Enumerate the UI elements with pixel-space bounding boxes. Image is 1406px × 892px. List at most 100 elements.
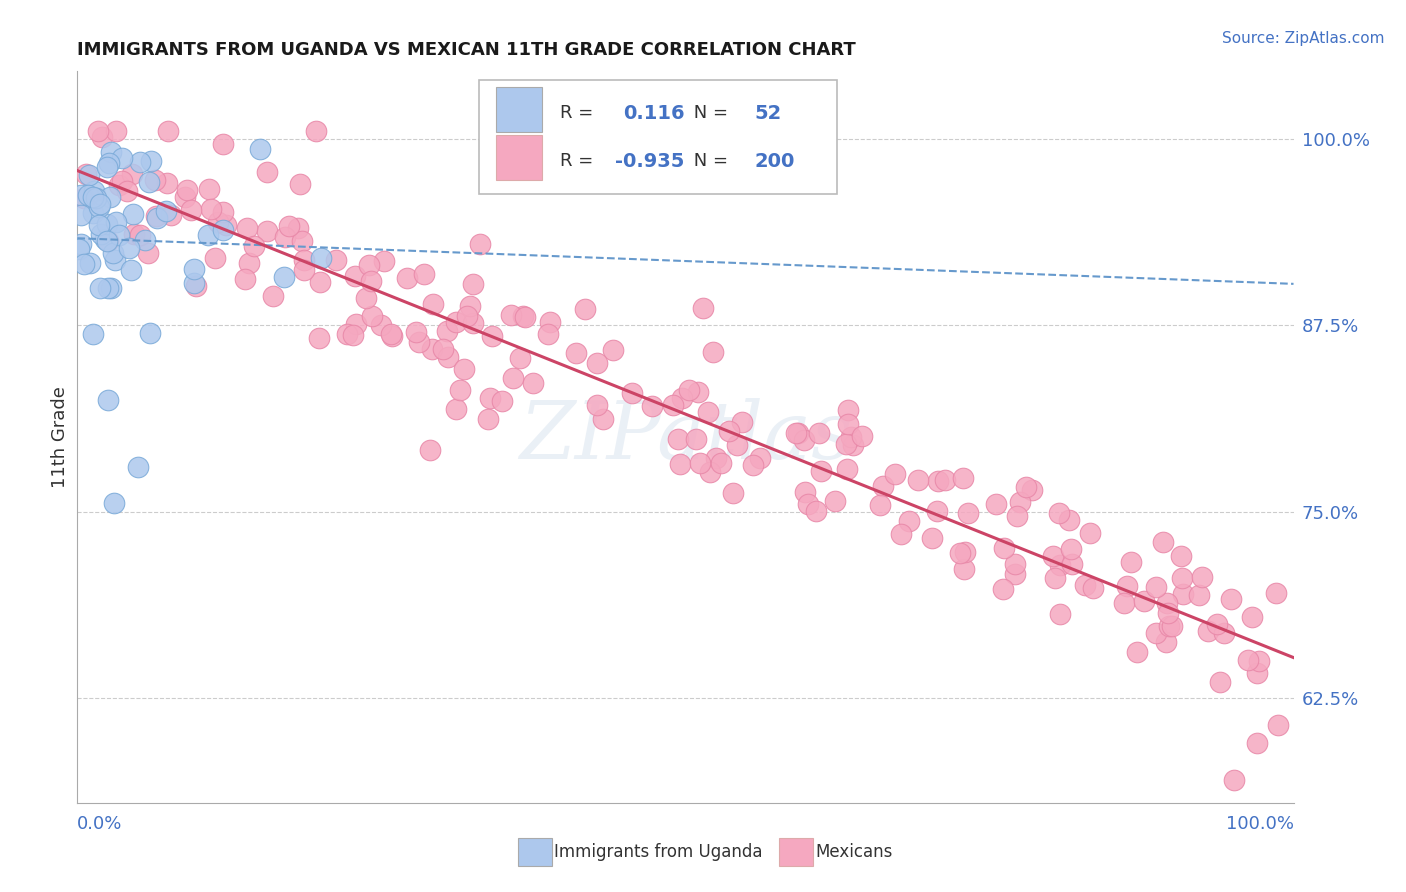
Text: R =: R = (560, 153, 599, 170)
FancyBboxPatch shape (478, 80, 838, 194)
Point (1047, 506, 1070, 520)
Point (262, 288, 284, 302)
Y-axis label: 11th Grade: 11th Grade (51, 386, 69, 488)
Point (89, 196, 111, 211)
Text: R =: R = (560, 104, 599, 122)
Point (156, 124, 179, 138)
Point (70, 188, 93, 202)
Point (956, 506, 979, 520)
Text: ZIPatlas: ZIPatlas (519, 399, 852, 475)
Point (83, 184, 105, 198)
Point (90, 227, 112, 241)
Point (538, 315, 561, 329)
Point (837, 417, 859, 431)
Point (212, 136, 235, 151)
Point (121, 167, 143, 181)
Point (1213, 625, 1236, 640)
Point (513, 310, 536, 324)
Text: Source: ZipAtlas.com: Source: ZipAtlas.com (1222, 31, 1385, 46)
Point (184, 278, 207, 293)
Point (1078, 526, 1101, 541)
Point (105, 215, 128, 229)
Point (723, 486, 745, 500)
Point (1008, 495, 1031, 509)
Point (97, 392, 120, 407)
Point (1126, 645, 1149, 659)
Point (342, 327, 364, 342)
Point (1191, 570, 1213, 584)
Point (432, 342, 454, 356)
Point (1240, 610, 1263, 624)
Point (806, 504, 828, 518)
Point (121, 207, 143, 221)
Point (278, 219, 301, 233)
Point (107, 227, 129, 242)
Point (89, 281, 111, 295)
Point (749, 450, 772, 465)
Point (129, 228, 152, 243)
Point (436, 325, 458, 339)
Point (585, 398, 607, 412)
Point (139, 153, 162, 168)
Point (794, 484, 817, 499)
Point (824, 493, 846, 508)
Text: Immigrants from Uganda: Immigrants from Uganda (554, 843, 762, 861)
Point (1267, 718, 1289, 732)
Point (1062, 557, 1084, 571)
Point (256, 223, 278, 237)
Point (1157, 618, 1180, 632)
Point (689, 456, 711, 470)
Point (1171, 572, 1194, 586)
Point (211, 205, 233, 219)
Point (420, 342, 443, 356)
Point (925, 504, 948, 518)
Point (73, 191, 96, 205)
Point (890, 526, 912, 541)
Point (953, 562, 976, 576)
Point (75, 168, 97, 182)
Point (256, 165, 278, 179)
Point (699, 465, 721, 479)
Point (204, 252, 226, 266)
Point (82, 327, 104, 342)
Point (96, 218, 118, 232)
Point (405, 326, 427, 340)
Point (1049, 607, 1071, 621)
Point (1170, 549, 1192, 564)
Point (1005, 509, 1028, 524)
Point (308, 331, 330, 345)
Point (422, 297, 444, 311)
Point (287, 221, 309, 235)
Point (481, 328, 503, 343)
Point (1015, 480, 1038, 494)
Point (851, 428, 873, 442)
Point (207, 215, 229, 229)
Point (100, 281, 122, 295)
Point (412, 268, 434, 282)
Point (460, 299, 482, 313)
Point (180, 203, 202, 218)
Point (1220, 592, 1243, 607)
Text: Mexicans: Mexicans (815, 843, 893, 861)
Point (1057, 513, 1080, 527)
Point (1161, 618, 1184, 632)
Point (236, 221, 259, 235)
Point (79, 256, 101, 270)
Point (565, 346, 588, 360)
Point (952, 471, 974, 485)
Point (898, 514, 921, 528)
FancyBboxPatch shape (779, 838, 813, 866)
Point (273, 270, 295, 285)
Point (731, 415, 754, 429)
Point (602, 343, 624, 358)
Point (477, 411, 499, 425)
Point (343, 269, 366, 284)
Point (356, 292, 378, 306)
Point (360, 309, 382, 323)
Point (344, 317, 367, 331)
Point (1152, 535, 1174, 549)
Point (574, 301, 596, 316)
Point (685, 432, 707, 446)
Point (810, 464, 832, 478)
Point (139, 326, 162, 340)
